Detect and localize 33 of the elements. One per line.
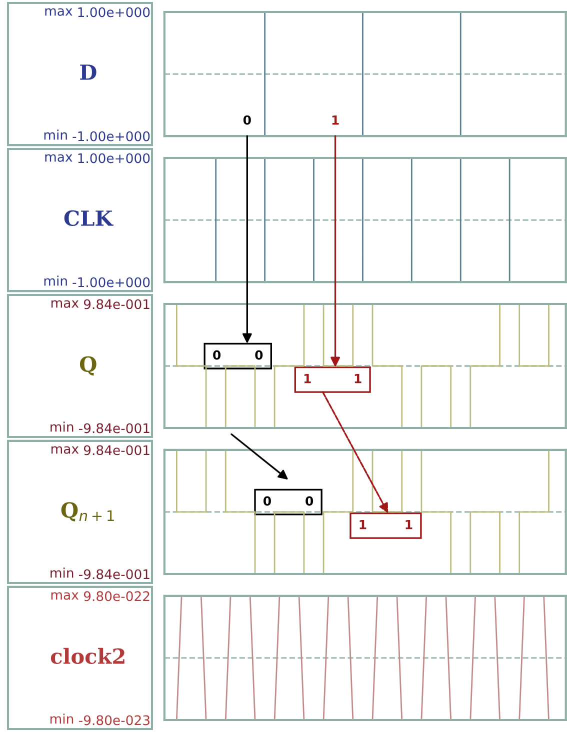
text: max bbox=[51, 446, 79, 454]
annotation: 1 bbox=[406, 520, 412, 530]
text: clock2 bbox=[50, 648, 124, 664]
y-tick-label: -9.80e-023 bbox=[78, 715, 150, 726]
annotation: 1 bbox=[360, 520, 366, 530]
annotation: 0 bbox=[263, 496, 271, 506]
text: min bbox=[44, 276, 67, 286]
text: D bbox=[80, 64, 96, 80]
y-tick-label: 1.00e+000 bbox=[78, 7, 150, 18]
text: Q bbox=[80, 356, 96, 376]
y-tick-label: 9.84e-001 bbox=[84, 299, 150, 310]
text: Q$_{n+1}$ bbox=[61, 502, 114, 522]
y-tick-label: -1.00e+000 bbox=[72, 277, 150, 288]
y-tick-label: -1.00e+000 bbox=[72, 131, 150, 142]
y-tick-label: 1.00e+000 bbox=[78, 153, 150, 164]
text: max bbox=[51, 300, 79, 308]
text: min bbox=[50, 714, 74, 724]
text: min bbox=[50, 568, 74, 578]
y-tick-label: -9.84e-001 bbox=[78, 569, 150, 580]
annotation: 0 bbox=[213, 350, 221, 360]
y-tick-label: 9.84e-001 bbox=[84, 445, 150, 456]
text: CLK bbox=[64, 210, 114, 226]
annotation: 0 bbox=[255, 350, 263, 360]
annotation: 1 bbox=[304, 374, 311, 384]
annotation: 0 bbox=[306, 496, 314, 506]
text: max bbox=[45, 8, 72, 16]
text: max bbox=[45, 154, 72, 162]
text: min bbox=[50, 422, 74, 432]
y-tick-label: 9.80e-022 bbox=[84, 591, 150, 602]
text: min bbox=[44, 130, 67, 140]
y-tick-label: -9.84e-001 bbox=[78, 423, 150, 434]
text: max bbox=[51, 592, 78, 600]
annotation: 1 bbox=[354, 374, 362, 384]
